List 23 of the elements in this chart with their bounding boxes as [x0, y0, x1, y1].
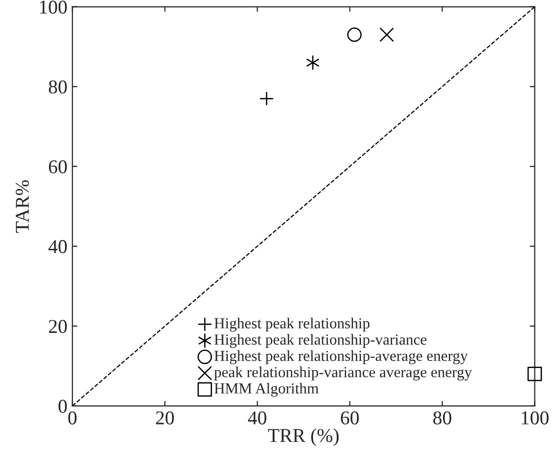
y-tick-label: 40	[48, 240, 67, 254]
x-tick-label: 0	[68, 411, 77, 424]
x-tick-label: 20	[156, 411, 174, 424]
point	[347, 27, 362, 42]
point	[306, 55, 320, 70]
y-axis-title: TAR%	[16, 180, 29, 233]
point	[380, 27, 394, 42]
point	[528, 366, 542, 382]
x-tick-label: 100	[522, 411, 549, 424]
y-tick-label: 100	[40, 0, 67, 14]
x-tick-label: 40	[248, 411, 266, 424]
y-tick-label: 60	[48, 160, 67, 174]
legend-label: peak relationship-variance average energy	[214, 366, 472, 380]
legend-label: Highest peak relationship-average energy	[214, 350, 468, 364]
legend-label: Highest peak relationship	[214, 318, 370, 332]
x-tick-label: 80	[433, 411, 452, 424]
x-tick-label: 60	[340, 411, 359, 424]
legend-label: HMM Algorithm	[214, 382, 319, 397]
y-tick-label: 80	[48, 80, 67, 94]
legend-label: Highest peak relationship-variance	[214, 334, 426, 348]
y-tick-label: 20	[48, 320, 67, 334]
x-axis-title: TRR (%)	[268, 428, 339, 446]
y-tick-label: 0	[58, 400, 67, 413]
